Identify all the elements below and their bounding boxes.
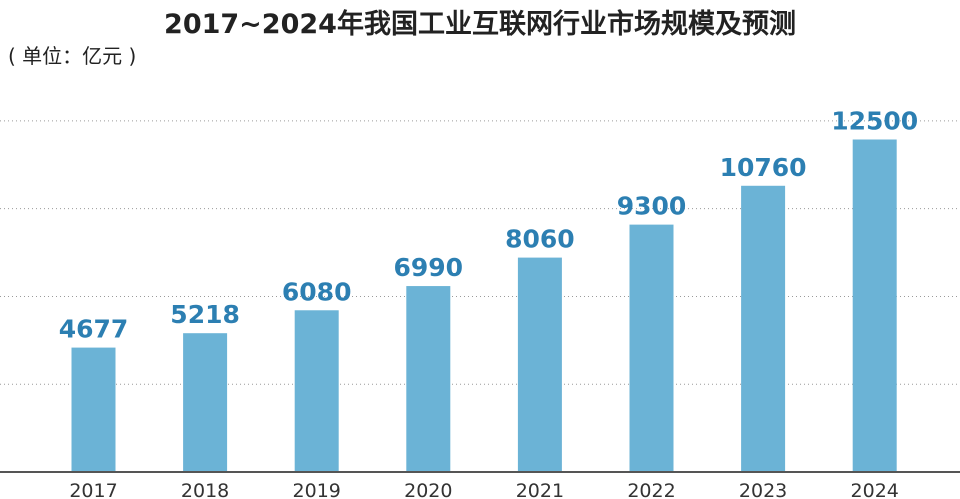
bar-2019 <box>294 310 339 472</box>
value-label-2018: 5218 <box>170 300 240 329</box>
bar-2021 <box>517 257 562 472</box>
unit-label: ( 单位：亿元 ) <box>8 44 137 68</box>
bar-2022 <box>629 224 674 472</box>
x-tick-label-2024: 2024 <box>851 480 899 499</box>
value-label-2022: 9300 <box>617 192 687 221</box>
bar-2024 <box>852 139 897 472</box>
x-tick-label-2022: 2022 <box>627 480 675 499</box>
bar-2020 <box>406 286 451 472</box>
bar-2023 <box>741 185 786 472</box>
x-tick-label-2019: 2019 <box>293 480 341 499</box>
x-tick-label-2021: 2021 <box>516 480 564 499</box>
x-tick-label-2023: 2023 <box>739 480 787 499</box>
x-tick-labels: 2017 2018 2019 2020 2021 2022 2023 2024 <box>69 480 899 499</box>
bar-2017 <box>71 347 116 472</box>
x-tick-label-2020: 2020 <box>404 480 452 499</box>
value-label-2020: 6990 <box>394 253 464 282</box>
value-labels: 4677 5218 6080 6990 8060 9300 10760 12500 <box>59 107 918 344</box>
gridlines <box>0 120 960 385</box>
value-label-2023: 10760 <box>720 153 807 182</box>
value-label-2021: 8060 <box>505 225 575 254</box>
x-tick-label-2018: 2018 <box>181 480 229 499</box>
value-label-2024: 12500 <box>831 107 918 136</box>
x-tick-label-2017: 2017 <box>69 480 117 499</box>
value-label-2017: 4677 <box>59 315 129 344</box>
bar-2018 <box>183 333 228 472</box>
value-label-2019: 6080 <box>282 277 352 306</box>
chart-title: 2017~2024年我国工业互联网行业市场规模及预测 <box>164 9 796 40</box>
bars <box>71 139 897 472</box>
